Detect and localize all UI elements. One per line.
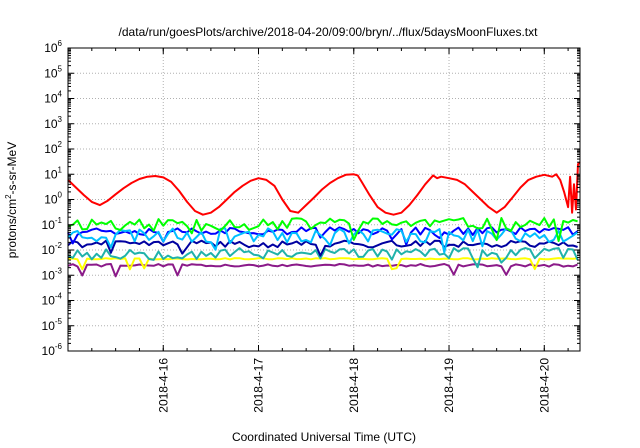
y-tick-label: 105 — [44, 64, 62, 80]
y-tick-label: 101 — [44, 165, 62, 181]
y-tick-label: 104 — [44, 90, 62, 106]
x-axis-label: Coordinated Universal Time (UTC) — [232, 430, 416, 444]
y-tick-label: 10-4 — [42, 292, 63, 308]
y-tick-label: 10-6 — [42, 342, 63, 358]
y-axis-label-post: -s-sr-MeV — [5, 142, 19, 195]
x-tick-label: 2018-4-20 — [537, 358, 551, 413]
x-tick-label: 2018-4-17 — [252, 358, 266, 413]
flux-series-line — [67, 239, 578, 257]
y-tick-label: 10-2 — [42, 241, 63, 257]
x-tick-label: 2018-4-16 — [156, 358, 170, 413]
flux-series-line — [67, 263, 578, 278]
x-axis: 2018-4-16 2018-4-17 2018-4-18 2018-4-19 2018… — [67, 48, 569, 413]
y-tick-label: 100 — [44, 191, 62, 207]
y-axis: 10-6 10-5 10-4 10-3 10-2 10-1 100 101 102 103 104 1… — [42, 39, 580, 358]
flux-series-line — [67, 227, 579, 254]
x-tick-label: 2018-4-19 — [442, 358, 456, 413]
chart-title: /data/run/goesPlots/archive/2018-04-20/0… — [119, 25, 539, 39]
flux-series-line — [67, 217, 578, 242]
series-group — [67, 161, 581, 278]
y-axis-label-sup: 2 — [4, 194, 13, 199]
y-axis-label-pre: protons/cm — [5, 199, 19, 258]
flux-series-line — [67, 161, 581, 216]
y-tick-label: 103 — [44, 115, 62, 131]
y-tick-label: 10-5 — [42, 317, 63, 333]
y-tick-label: 106 — [44, 39, 62, 55]
x-tick-label: 2018-4-18 — [347, 358, 361, 413]
y-tick-label: 10-3 — [42, 266, 63, 282]
y-axis-label: protons/cm2-s-sr-MeV — [4, 142, 19, 258]
grid — [68, 47, 580, 352]
flux-series-line — [67, 226, 579, 246]
y-tick-label: 102 — [44, 140, 62, 156]
flux-series-line — [67, 247, 579, 269]
y-tick-label: 10-1 — [42, 216, 63, 232]
